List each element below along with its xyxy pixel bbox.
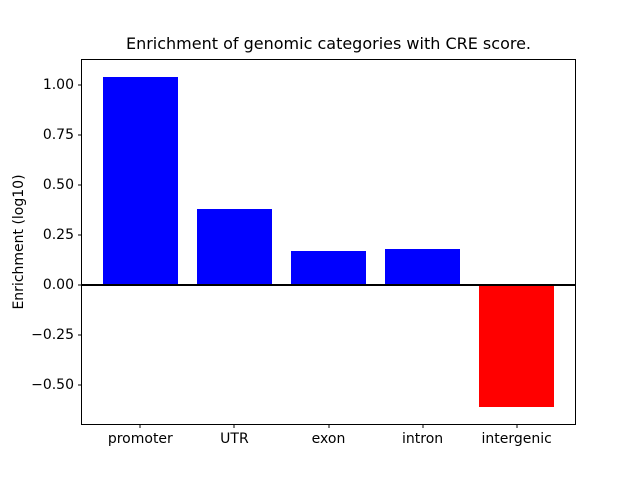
- y-tick-label: −0.25: [31, 327, 74, 343]
- plot-area: promoter UTR exon intron intergenic 1.00 0.75 0…: [31, 59, 576, 446]
- y-tick-label: 0.00: [42, 277, 74, 293]
- chart-title: Enrichment of genomic categories with CR…: [125, 34, 532, 53]
- y-axis-label: Enrichment (log10): [11, 174, 27, 310]
- x-tick-UTR: [233, 424, 235, 428]
- x-tick-intron: [422, 424, 424, 428]
- y-tick-label: 0.50: [42, 177, 74, 193]
- y-tick-label: 0.75: [42, 127, 74, 143]
- y-tick: [78, 334, 82, 336]
- zero-line: [82, 284, 575, 286]
- x-tick-label-intron: intron: [402, 431, 444, 447]
- y-tick: [78, 134, 82, 136]
- y-tick: [78, 384, 82, 386]
- x-tick-label-exon: exon: [311, 431, 346, 447]
- bar-exon: [290, 251, 367, 285]
- x-tick-intergenic: [516, 424, 518, 428]
- x-tick-label-intergenic: intergenic: [481, 431, 552, 447]
- x-tick-promoter: [139, 424, 141, 428]
- y-tick-label: 1.00: [42, 77, 74, 93]
- y-tick: [78, 184, 82, 186]
- bar-promoter: [102, 77, 178, 285]
- x-tick-label-UTR: UTR: [220, 431, 249, 447]
- bar-intron: [384, 249, 461, 285]
- x-tick-exon: [328, 424, 329, 428]
- y-tick: [78, 284, 82, 286]
- bar-UTR: [196, 209, 273, 285]
- y-tick-label: −0.50: [31, 377, 74, 393]
- y-tick: [78, 84, 82, 86]
- bar-intergenic: [479, 285, 555, 407]
- x-tick-label-promoter: promoter: [107, 431, 173, 447]
- y-tick: [78, 234, 82, 236]
- y-tick-label: 0.25: [42, 227, 74, 243]
